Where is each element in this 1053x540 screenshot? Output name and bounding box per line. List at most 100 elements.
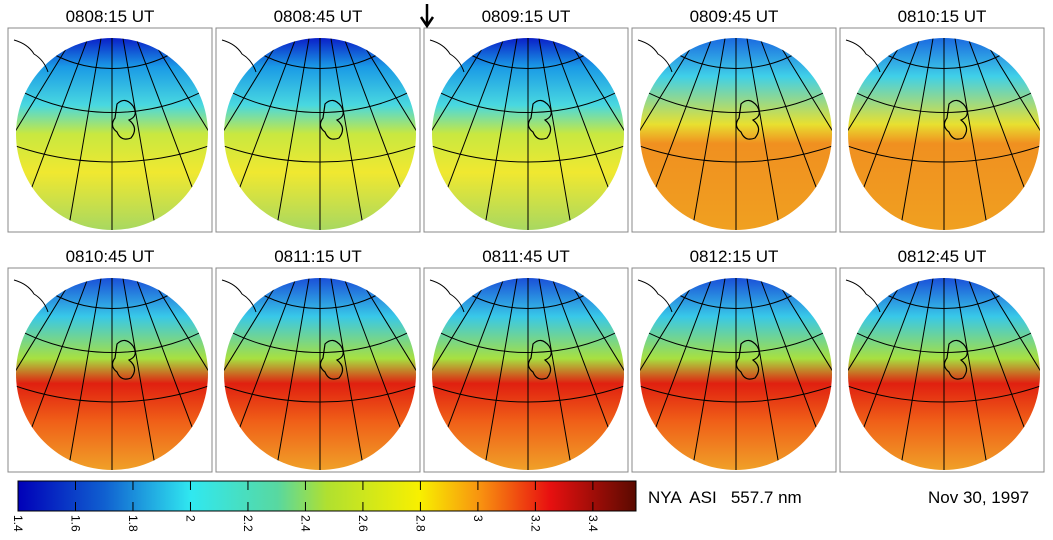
panel-title: 0811:15 UT bbox=[274, 247, 362, 266]
colorbar-tick-label: 3 bbox=[471, 515, 485, 522]
longitude-line bbox=[346, 278, 416, 470]
instrument-label: NYA ASI 557.7 nm bbox=[648, 488, 802, 507]
coastline bbox=[13, 279, 49, 313]
longitude-line bbox=[64, 38, 105, 230]
panel-title: 0808:15 UT bbox=[66, 7, 155, 26]
longitude-line bbox=[688, 38, 729, 230]
panel-title: 0810:45 UT bbox=[66, 247, 155, 266]
longitude-line bbox=[535, 38, 576, 230]
coastline bbox=[845, 279, 881, 313]
date: Nov 30, 1997 bbox=[928, 488, 1029, 507]
longitude-line bbox=[138, 38, 208, 230]
panel-title: 0810:15 UT bbox=[898, 7, 987, 26]
coastline bbox=[527, 99, 552, 140]
longitude-line bbox=[16, 38, 86, 230]
longitude-line bbox=[535, 278, 576, 470]
colorbar-tick-label: 3.4 bbox=[586, 515, 600, 532]
longitude-line bbox=[743, 38, 784, 230]
longitude-line bbox=[272, 38, 313, 230]
longitude-line bbox=[896, 38, 937, 230]
map-grid bbox=[16, 38, 208, 230]
coastline bbox=[845, 39, 881, 73]
longitude-line bbox=[327, 278, 368, 470]
coastline bbox=[527, 339, 552, 380]
panel-title: 0808:45 UT bbox=[274, 7, 363, 26]
sky-image bbox=[215, 27, 421, 233]
longitude-line bbox=[554, 278, 624, 470]
longitude-line bbox=[848, 38, 918, 230]
longitude-line bbox=[480, 38, 521, 230]
longitude-line bbox=[743, 278, 784, 470]
longitude-line bbox=[327, 38, 368, 230]
colorbar-tick-label: 2.2 bbox=[241, 515, 255, 532]
longitude-line bbox=[224, 38, 294, 230]
longitude-line bbox=[16, 278, 86, 470]
longitude-line bbox=[224, 278, 294, 470]
sky-image bbox=[631, 267, 837, 473]
panel-title: 0812:45 UT bbox=[898, 247, 987, 266]
colorbar-tick-label: 2.6 bbox=[356, 515, 370, 532]
longitude-line bbox=[554, 38, 624, 230]
coastline bbox=[13, 39, 49, 73]
panel-title: 0812:15 UT bbox=[690, 247, 779, 266]
coastline bbox=[637, 279, 673, 313]
sky-image bbox=[839, 267, 1045, 473]
coastline bbox=[319, 339, 344, 380]
longitude-line bbox=[762, 38, 832, 230]
longitude-line bbox=[951, 38, 992, 230]
longitude-line bbox=[688, 278, 729, 470]
longitude-line bbox=[119, 278, 160, 470]
longitude-line bbox=[640, 278, 710, 470]
colorbar-tick-label: 2.8 bbox=[413, 515, 427, 532]
panel-title: 0811:45 UT bbox=[482, 247, 570, 266]
sky-image bbox=[423, 27, 629, 233]
panel-title: 0809:15 UT bbox=[482, 7, 571, 26]
coastline bbox=[429, 279, 465, 313]
longitude-line bbox=[970, 38, 1040, 230]
sky-image bbox=[7, 267, 213, 473]
arrow bbox=[419, 4, 435, 29]
longitude-line bbox=[64, 278, 105, 470]
longitude-line bbox=[951, 278, 992, 470]
colorbar-tick-label: 1.8 bbox=[126, 515, 140, 532]
longitude-line bbox=[896, 278, 937, 470]
longitude-line bbox=[640, 38, 710, 230]
coastline bbox=[735, 99, 760, 140]
coastline bbox=[637, 39, 673, 73]
coastline bbox=[429, 39, 465, 73]
longitude-line bbox=[346, 38, 416, 230]
longitude-line bbox=[848, 278, 918, 470]
colorbar-tick-label: 2.4 bbox=[298, 515, 312, 532]
panel-title: 0809:45 UT bbox=[690, 7, 779, 26]
longitude-line bbox=[119, 38, 160, 230]
panels: 0808:15 UT 0808:45 UT 0809:15 UT 0809:45 UT… bbox=[7, 7, 1045, 473]
sky-image bbox=[423, 267, 629, 473]
coastline bbox=[735, 339, 760, 380]
colorbar-tick-label: 3.2 bbox=[528, 515, 542, 532]
sky-image bbox=[631, 27, 837, 233]
colorbar bbox=[17, 480, 637, 512]
longitude-line bbox=[480, 278, 521, 470]
longitude-line bbox=[272, 278, 313, 470]
coastline bbox=[111, 339, 136, 380]
coastline bbox=[943, 99, 968, 140]
longitude-line bbox=[970, 278, 1040, 470]
coastline bbox=[221, 279, 257, 313]
coastline bbox=[221, 39, 257, 73]
longitude-line bbox=[432, 278, 502, 470]
map-grid bbox=[848, 278, 1040, 470]
colorbar-tick-label: 2 bbox=[183, 515, 197, 522]
coastline bbox=[319, 99, 344, 140]
longitude-line bbox=[432, 38, 502, 230]
map-grid bbox=[16, 278, 208, 470]
coastline bbox=[943, 339, 968, 380]
longitude-line bbox=[762, 278, 832, 470]
coastline bbox=[111, 99, 136, 140]
longitude-line bbox=[138, 278, 208, 470]
map-grid bbox=[432, 38, 624, 230]
sky-image bbox=[7, 27, 213, 233]
colorbar-tick-label: 1.6 bbox=[68, 515, 82, 532]
sky-image bbox=[215, 267, 421, 473]
colorbar-tick-label: 1.4 bbox=[11, 515, 25, 532]
